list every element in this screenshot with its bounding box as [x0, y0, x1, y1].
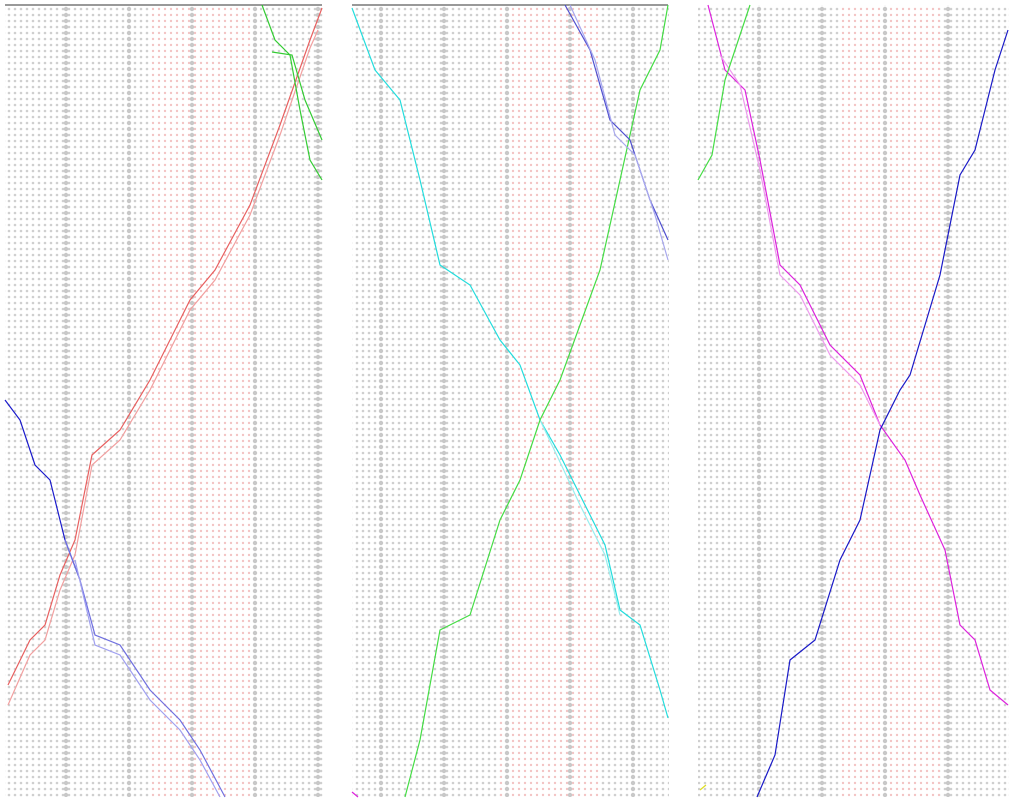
- trace: [404, 4, 669, 798]
- major-dots: [698, 5, 1009, 797]
- trace: [7, 7, 323, 686]
- trace: [271, 51, 323, 141]
- trace: [74, 559, 221, 798]
- panel: [351, 4, 669, 798]
- panel: [697, 4, 1009, 798]
- major-dots: [5, 5, 323, 797]
- trace: [719, 54, 881, 426]
- major-dots: [352, 5, 669, 797]
- trace: [564, 4, 669, 241]
- trace: [261, 4, 323, 181]
- trace: [699, 784, 707, 791]
- trace: [351, 7, 669, 719]
- trace: [351, 791, 359, 798]
- trace: [7, 29, 319, 706]
- trace: [569, 4, 669, 261]
- trace: [539, 419, 621, 616]
- trace: [697, 4, 751, 181]
- panel: [4, 4, 323, 798]
- trace: [64, 539, 226, 798]
- trace: [707, 4, 1009, 706]
- trace: [756, 29, 1009, 798]
